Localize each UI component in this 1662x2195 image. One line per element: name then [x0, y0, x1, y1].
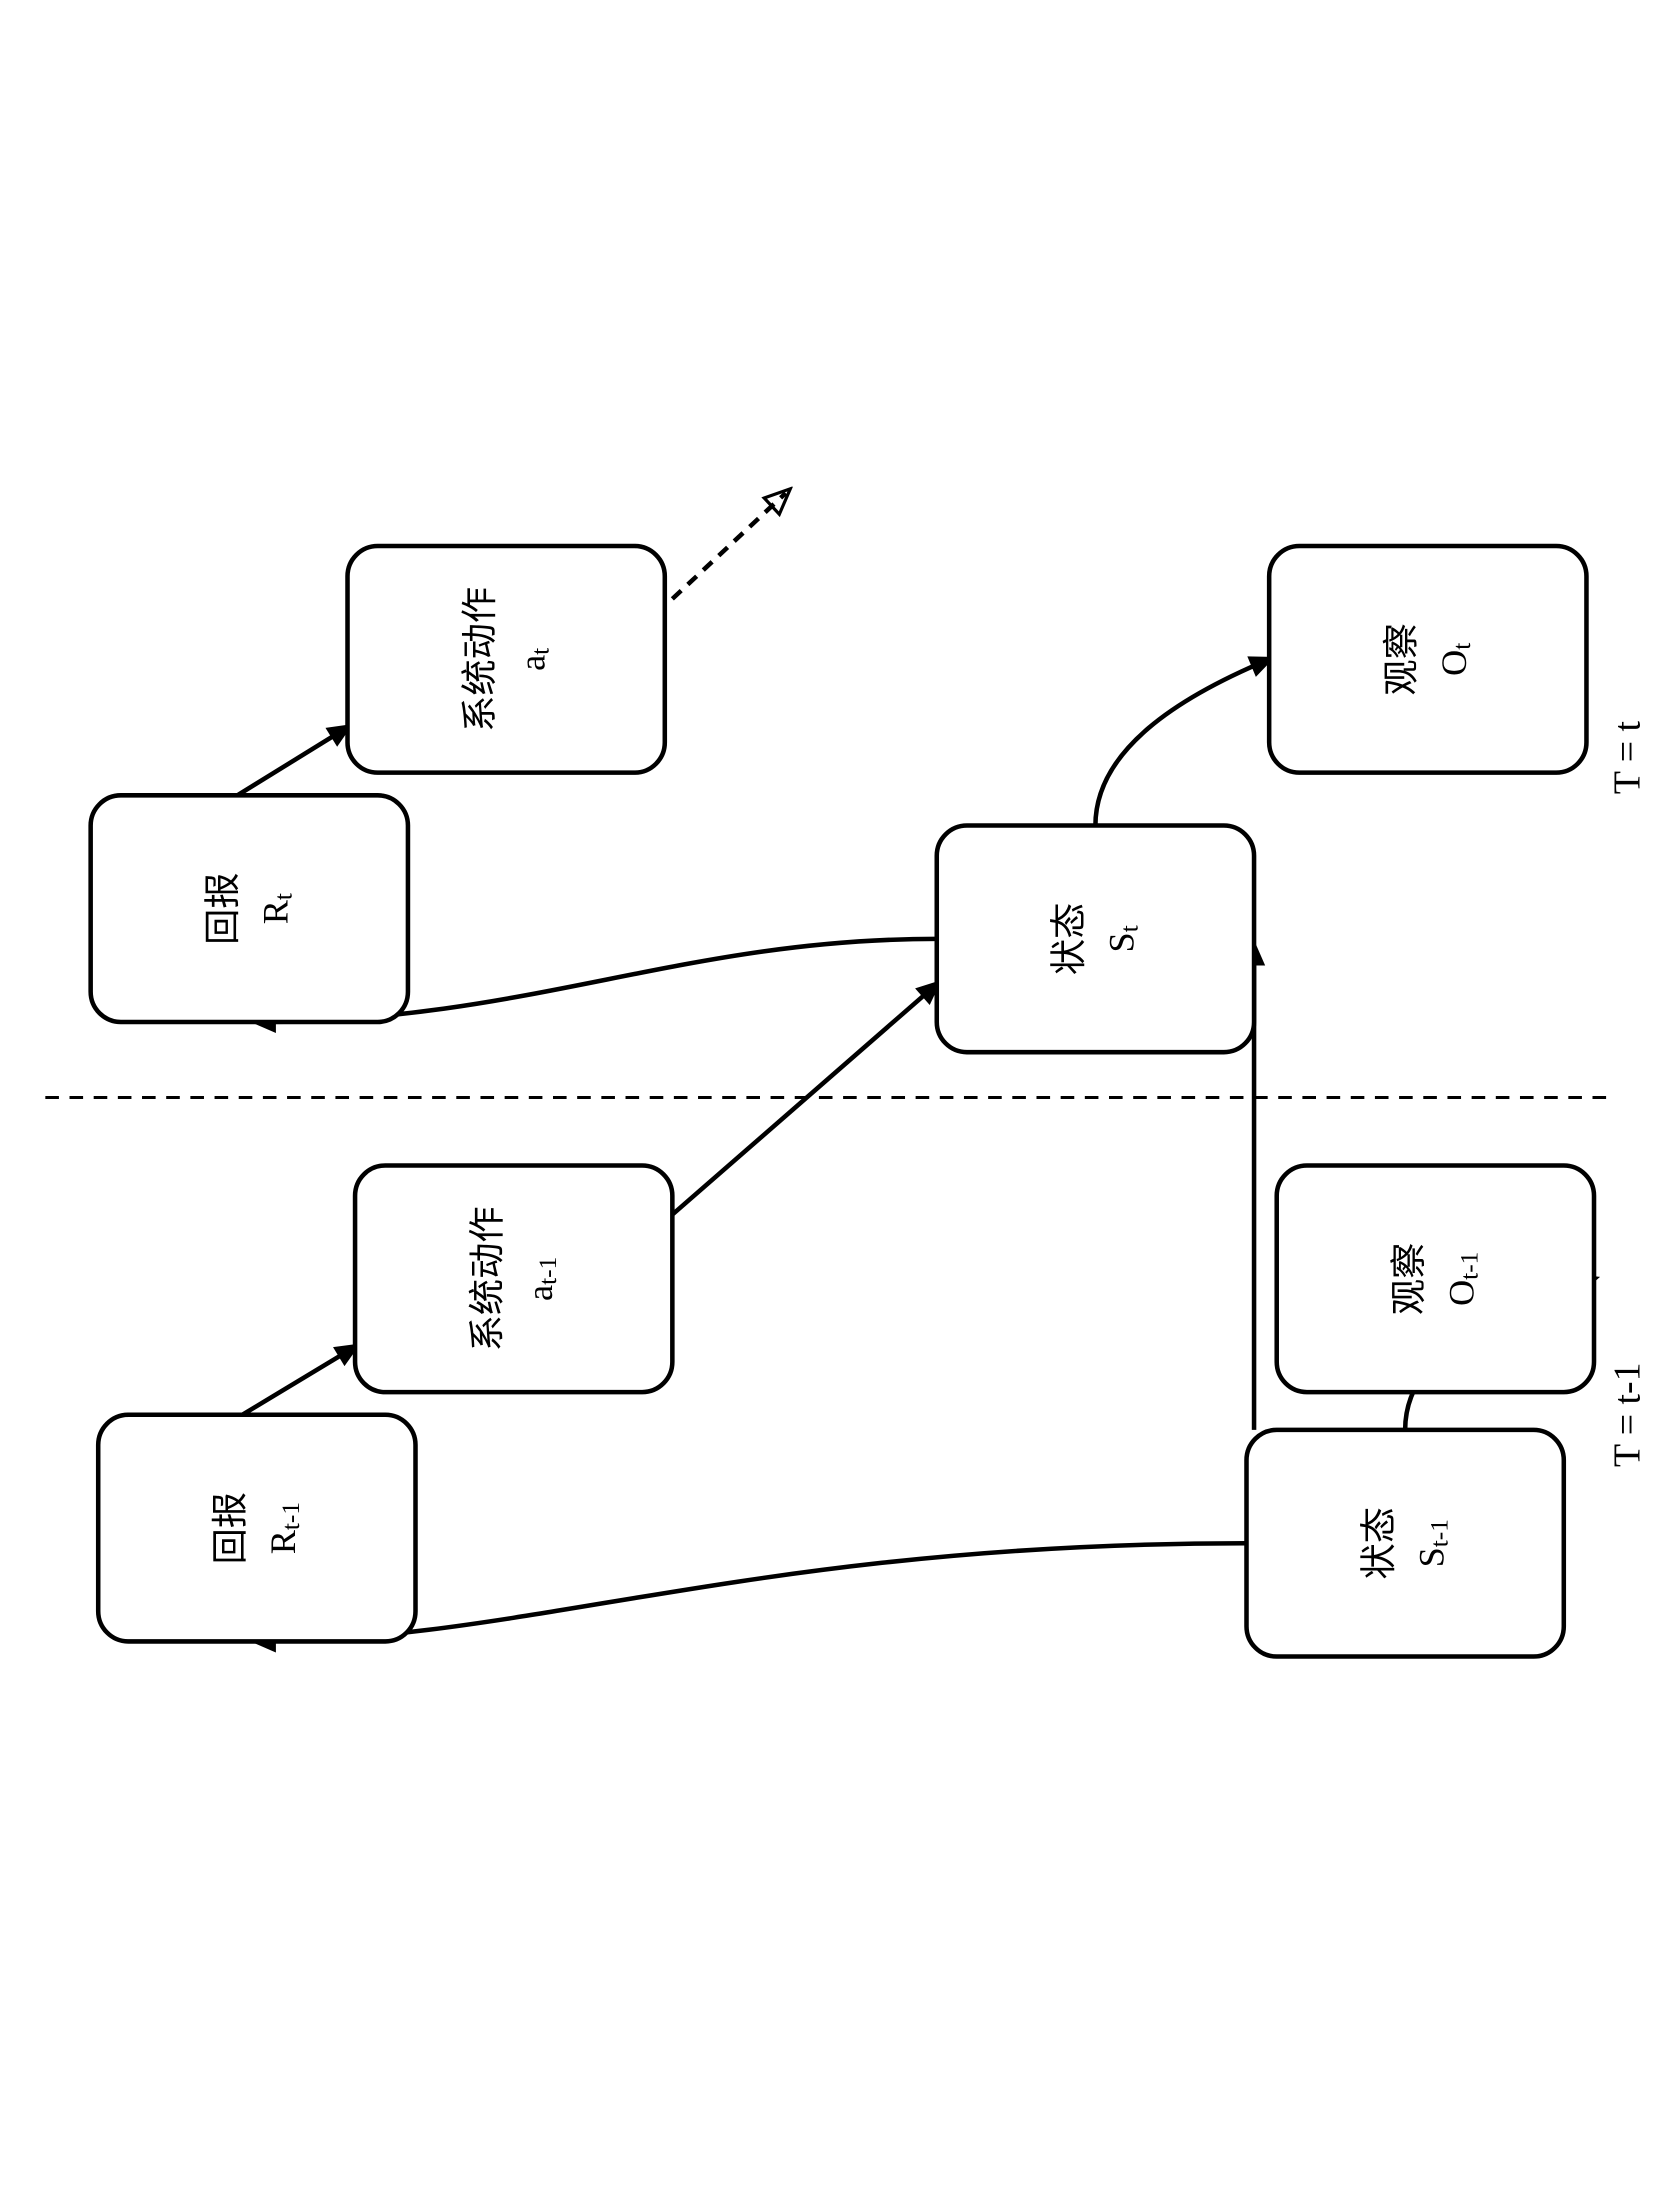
node-action_t: 系统动作at [348, 546, 665, 773]
node-reward_t: 回报Rt [91, 795, 408, 1022]
e_action_t_out [672, 493, 785, 599]
node-obs_tm1: 观察Ot-1 [1277, 1165, 1594, 1392]
node-action_tm1: 系统动作at-1 [355, 1165, 672, 1392]
time-label-tm1: T = t-1 [1606, 1363, 1648, 1468]
e_state_t_to_obs_t [1095, 659, 1269, 825]
time-label-t: T = t [1606, 721, 1648, 795]
node-label-line1: 观察 [1381, 623, 1421, 696]
node-label-line1: 系统动作 [460, 587, 500, 732]
e_action_tm1_to_state_t [672, 984, 936, 1214]
node-reward_tm1: 回报Rt-1 [98, 1415, 415, 1642]
node-label-line1: 系统动作 [467, 1206, 507, 1351]
node-obs_t: 观察Ot [1269, 546, 1586, 773]
node-label-line1: 状态 [1359, 1507, 1399, 1580]
node-label-line1: 回报 [203, 872, 243, 945]
node-label-line1: 回报 [211, 1492, 251, 1565]
node-state_tm1: 状态St-1 [1247, 1430, 1564, 1657]
node-label-line1: 观察 [1389, 1243, 1429, 1316]
node-label-line1: 状态 [1049, 903, 1089, 976]
node-state_t: 状态St [937, 826, 1254, 1053]
